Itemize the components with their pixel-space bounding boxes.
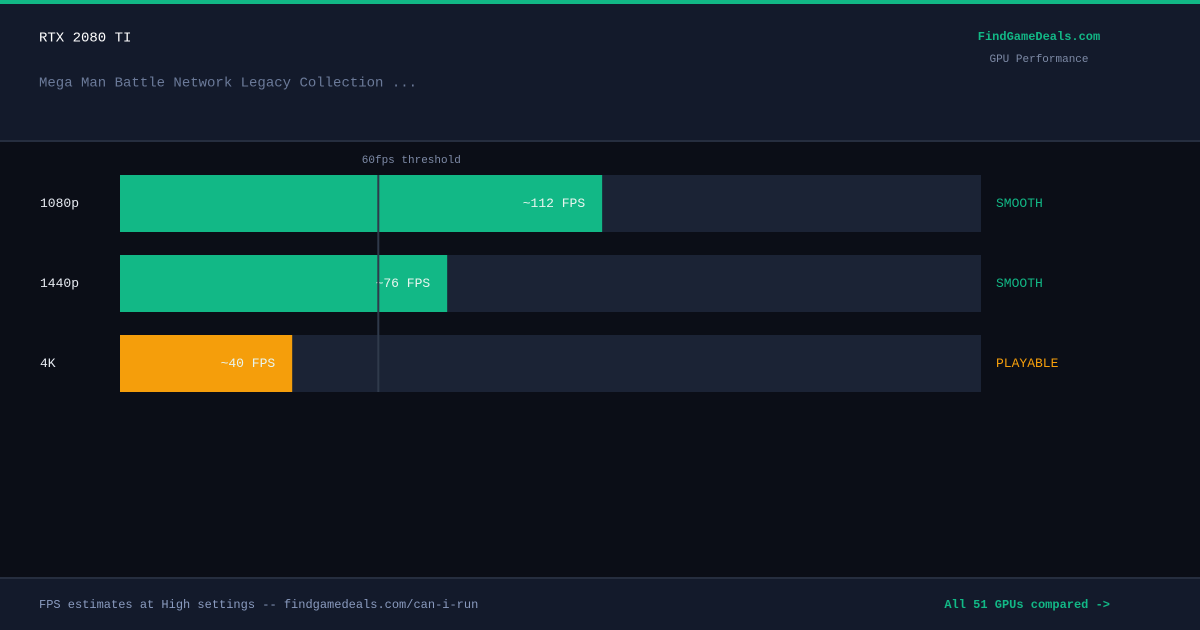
bar: [120, 335, 293, 392]
header-border: [0, 140, 1200, 142]
subtitle: Mega Man Battle Network Legacy Collectio…: [39, 76, 417, 92]
threshold-label: 60fps threshold: [362, 155, 461, 167]
status-label: PLAYABLE: [996, 356, 1059, 371]
footer-bg: [0, 578, 1200, 630]
brand[interactable]: FindGameDeals.com: [978, 30, 1100, 44]
header-bg: [0, 0, 1200, 141]
footer-link[interactable]: All 51 GPUs compared ->: [944, 598, 1110, 612]
category-label: 1080p: [40, 196, 79, 211]
status-label: SMOOTH: [996, 196, 1043, 211]
bar: [120, 175, 603, 232]
value-label: ~76 FPS: [376, 276, 431, 291]
value-label: ~112 FPS: [523, 196, 586, 211]
title: RTX 2080 TI: [39, 31, 131, 47]
bar: [120, 255, 448, 312]
footer-border: [0, 577, 1200, 579]
value-label: ~40 FPS: [221, 356, 276, 371]
footer-note: FPS estimates at High settings -- findga…: [39, 598, 478, 612]
category-label: 4K: [40, 356, 56, 371]
category-label: 1440p: [40, 276, 79, 291]
accent-strip: [0, 0, 1200, 4]
brand-caption: GPU Performance: [989, 54, 1088, 66]
status-label: SMOOTH: [996, 276, 1043, 291]
